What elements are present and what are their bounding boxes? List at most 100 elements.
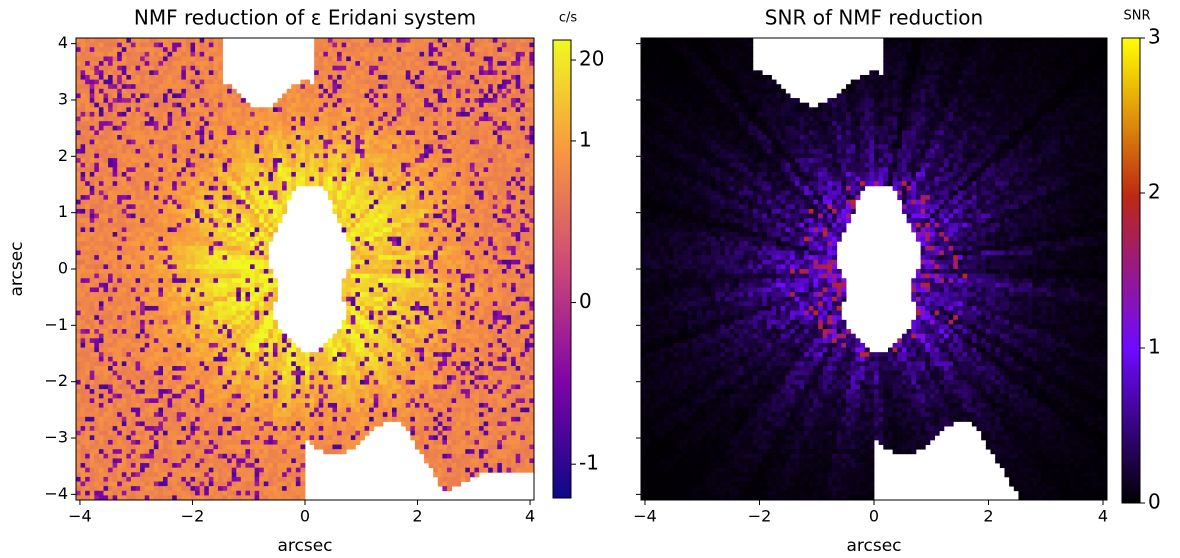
- heatmap-cell: [130, 361, 136, 367]
- heatmap-cell: [103, 153, 109, 159]
- heatmap-cell: [263, 449, 269, 455]
- heatmap-cell: [327, 70, 333, 76]
- heatmap-cell: [190, 375, 196, 381]
- heatmap-cell: [305, 426, 310, 432]
- heatmap-cell: [277, 347, 283, 353]
- heatmap-cell: [181, 301, 187, 307]
- heatmap-cell: [144, 486, 150, 492]
- heatmap-cell: [103, 444, 109, 450]
- heatmap-cell: [314, 79, 320, 85]
- heatmap-cell: [80, 319, 86, 325]
- heatmap-cell: [117, 158, 123, 164]
- heatmap-cell: [199, 264, 205, 270]
- heatmap-cell: [172, 393, 178, 399]
- heatmap-cell: [153, 185, 159, 191]
- heatmap-cell: [167, 185, 173, 191]
- heatmap-cell: [208, 84, 214, 90]
- heatmap-cell: [98, 449, 104, 455]
- heatmap-cell: [149, 458, 155, 464]
- heatmap-cell: [272, 111, 278, 117]
- heatmap-cell: [263, 121, 269, 127]
- heatmap-cell: [327, 435, 333, 441]
- heatmap-cell: [80, 79, 86, 85]
- heatmap-cell: [272, 384, 278, 390]
- heatmap-cell: [144, 435, 150, 441]
- heatmap-cell: [140, 329, 146, 335]
- heatmap-cell: [176, 384, 182, 390]
- heatmap-cell: [204, 305, 210, 311]
- heatmap-cell: [130, 199, 136, 205]
- heatmap-cell: [130, 70, 136, 76]
- heatmap-cell: [135, 93, 141, 99]
- heatmap-cell: [108, 453, 114, 459]
- heatmap-cell: [185, 51, 191, 57]
- heatmap-cell: [108, 181, 114, 187]
- heatmap-cell: [277, 130, 283, 136]
- heatmap-cell: [80, 435, 86, 441]
- heatmap-cell: [94, 287, 100, 293]
- heatmap-cell: [98, 130, 104, 136]
- heatmap-cell: [89, 463, 95, 469]
- heatmap-cell: [98, 222, 104, 228]
- heatmap-cell: [126, 310, 132, 316]
- heatmap-cell: [199, 84, 205, 90]
- heatmap-cell: [176, 472, 182, 478]
- heatmap-cell: [195, 245, 201, 251]
- heatmap-cell: [277, 190, 283, 196]
- heatmap-cell: [327, 375, 333, 381]
- heatmap-cell: [153, 338, 159, 344]
- heatmap-cell: [94, 361, 100, 367]
- heatmap-cell: [245, 430, 251, 436]
- heatmap-cell: [149, 42, 155, 48]
- heatmap-cell: [227, 329, 233, 335]
- heatmap-cell: [112, 379, 118, 385]
- heatmap-cell: [76, 421, 81, 427]
- heatmap-cell: [282, 107, 288, 113]
- heatmap-cell: [185, 181, 191, 187]
- heatmap-cell: [108, 347, 114, 353]
- heatmap-cell: [130, 453, 136, 459]
- heatmap-cell: [263, 384, 269, 390]
- heatmap-cell: [103, 472, 109, 478]
- heatmap-cell: [126, 315, 132, 321]
- heatmap-cell: [163, 481, 168, 487]
- heatmap-cell: [181, 352, 187, 358]
- heatmap-cell: [163, 467, 168, 473]
- heatmap-cell: [295, 111, 301, 117]
- heatmap-cell: [153, 361, 159, 367]
- heatmap-cell: [208, 449, 214, 455]
- heatmap-cell: [185, 435, 191, 441]
- heatmap-cell: [149, 93, 155, 99]
- heatmap-cell: [332, 181, 338, 187]
- heatmap-cell: [126, 135, 132, 141]
- heatmap-cell: [108, 98, 114, 104]
- heatmap-cell: [98, 181, 104, 187]
- heatmap-cell: [144, 366, 150, 372]
- heatmap-cell: [254, 148, 260, 154]
- heatmap-cell: [222, 389, 228, 395]
- heatmap-cell: [176, 74, 182, 80]
- heatmap-cell: [172, 269, 178, 275]
- heatmap-cell: [199, 416, 205, 422]
- heatmap-cell: [140, 481, 146, 487]
- heatmap-cell: [323, 402, 329, 408]
- heatmap-cell: [126, 93, 132, 99]
- heatmap-cell: [217, 430, 223, 436]
- heatmap-cell: [117, 439, 123, 445]
- heatmap-cell: [140, 61, 146, 67]
- heatmap-cell: [199, 356, 205, 362]
- heatmap-cell: [103, 250, 109, 256]
- heatmap-cell: [318, 65, 324, 71]
- heatmap-cell: [89, 84, 95, 90]
- heatmap-cell: [282, 111, 288, 117]
- heatmap-cell: [103, 208, 109, 214]
- heatmap-cell: [217, 204, 223, 210]
- heatmap-cell: [158, 458, 164, 464]
- heatmap-cell: [130, 250, 136, 256]
- heatmap-cell: [76, 227, 81, 233]
- heatmap-cell: [140, 398, 146, 404]
- heatmap-cell: [112, 47, 118, 53]
- heatmap-cell: [204, 407, 210, 413]
- heatmap-cell: [85, 121, 91, 127]
- heatmap-cell: [76, 144, 81, 150]
